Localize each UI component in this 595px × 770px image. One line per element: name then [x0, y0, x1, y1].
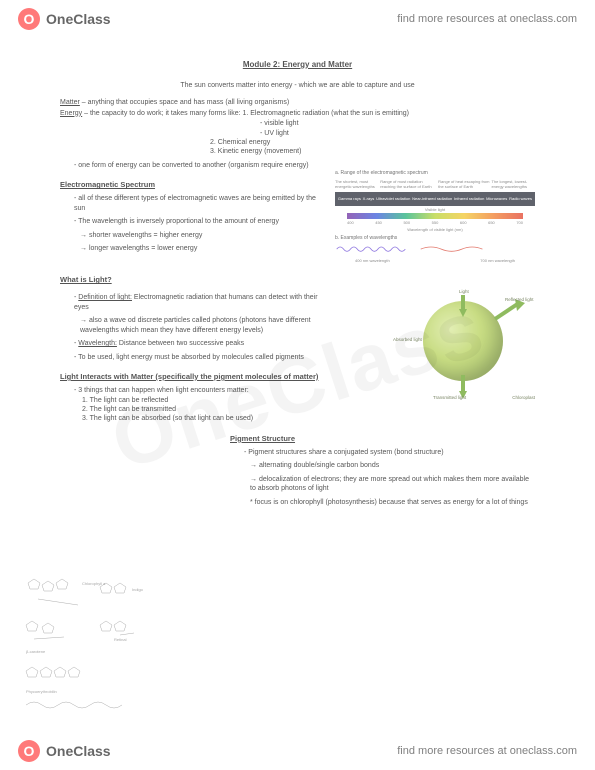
band-gamma: Gamma rays	[338, 196, 361, 201]
pigment-bullet-1b: delocalization of electrons; they are mo…	[250, 475, 535, 494]
light-interacts-heading: Light Interacts with Matter (specificall…	[60, 372, 327, 382]
light-def-label: Definition of light:	[78, 294, 132, 301]
chloro-absorbed-label: Absorbed light	[393, 337, 423, 343]
conversion-bullet: one form of energy can be converted to a…	[74, 161, 535, 170]
energy-item-kinetic: 3. Kinetic energy (movement)	[210, 147, 535, 156]
energy-item-chemical: 2. Chemical energy	[210, 138, 535, 147]
module-title: Module 2: Energy and Matter	[60, 60, 535, 71]
brand-logo[interactable]: O OneClass	[18, 8, 111, 30]
em-spectrum-figure: a. Range of the electromagnetic spectrum…	[335, 170, 535, 263]
interact-item-3: 3. The light can be absorbed (so that li…	[82, 414, 327, 423]
pigment-heading: Pigment Structure	[230, 434, 535, 444]
tick-650: 650	[488, 220, 495, 225]
spectrum-caption-b: b. Examples of wavelengths	[335, 235, 535, 242]
svg-text:Phycoerythrobilin: Phycoerythrobilin	[26, 689, 57, 694]
band-ir: Infrared radiation	[454, 196, 484, 201]
spectrum-band-bar: Gamma rays X-rays Ultraviolet radiation …	[335, 192, 535, 206]
em-bullet-2: The wavelength is inversely proportional…	[74, 217, 327, 226]
spec-note-left: The shortest, most energetic wavelengths	[335, 179, 380, 190]
visible-ticks: 400 450 500 550 600 650 700	[347, 220, 523, 225]
tick-700: 700	[516, 220, 523, 225]
matter-label: Matter	[60, 99, 80, 106]
wave-short-label: 400 nm wavelength	[355, 258, 390, 263]
logo-icon: O	[18, 8, 40, 30]
footer-logo-text: OneClass	[46, 743, 111, 759]
pigment-focus-note: * focus is on chlorophyll (photosynthesi…	[250, 498, 535, 507]
em-bullet-1: all of these different types of electrom…	[74, 194, 327, 213]
tick-550: 550	[432, 220, 439, 225]
wavelength-examples-icon	[335, 244, 506, 256]
logo-text: OneClass	[46, 11, 111, 27]
wavelength-text: Distance between two successive peaks	[117, 340, 244, 347]
visible-axis-label: Wavelength of visible light (nm)	[335, 227, 535, 232]
visible-light-label: Visible light	[335, 207, 535, 212]
what-is-light-heading: What is Light?	[60, 275, 535, 285]
footer-cta-link[interactable]: find more resources at oneclass.com	[397, 745, 577, 757]
molecule-diagrams: Chlorophyll a Indigo β-carotene Phycoery…	[20, 575, 180, 725]
wave-long-label: 700 nm wavelength	[480, 258, 515, 263]
matter-text: – anything that occupies space and has m…	[80, 99, 289, 106]
matter-definition: Matter – anything that occupies space an…	[60, 98, 535, 107]
spectrum-caption-a: a. Range of the electromagnetic spectrum	[335, 170, 535, 177]
band-micro: Microwaves	[486, 196, 507, 201]
energy-sub-uv: - UV light	[260, 129, 535, 138]
em-bullet-2b: longer wavelengths = lower energy	[80, 244, 327, 253]
wavelength-definition-line: - Wavelength: Distance between two succe…	[74, 339, 327, 348]
svg-text:β-carotene: β-carotene	[26, 649, 46, 654]
tick-400: 400	[347, 220, 354, 225]
light-definition-line: - Definition of light: Electromagnetic r…	[74, 293, 327, 312]
svg-text:Retinal: Retinal	[114, 637, 127, 642]
tick-600: 600	[460, 220, 467, 225]
energy-sub-visible: - visible light	[260, 119, 535, 128]
page-footer: O OneClass find more resources at onecla…	[0, 732, 595, 770]
spec-note-right: The longest, lowest-energy wavelengths	[491, 179, 535, 190]
pigment-structure-section: Pigment Structure Pigment structures sha…	[230, 434, 535, 507]
chloroplast-figure: Light Reflected light Absorbed light Tra…	[415, 289, 535, 399]
light-photons-note: also a wave od discrete particles called…	[80, 316, 327, 335]
em-spectrum-heading: Electromagnetic Spectrum	[60, 180, 327, 190]
wave-example-labels: 400 nm wavelength 700 nm wavelength	[335, 258, 535, 263]
band-xray: X-rays	[363, 196, 375, 201]
intro-line: The sun converts matter into energy - wh…	[60, 81, 535, 90]
energy-text: – the capacity to do work; it takes many…	[82, 110, 409, 117]
energy-definition: Energy – the capacity to do work; it tak…	[60, 109, 535, 118]
spec-note-mid2: Range of heat escaping from the surface …	[438, 179, 491, 190]
interact-lead: 3 things that can happen when light enco…	[74, 386, 327, 395]
visible-gradient-bar	[347, 213, 523, 219]
pigment-bullet-1: Pigment structures share a conjugated sy…	[244, 448, 535, 457]
svg-text:Indigo: Indigo	[132, 587, 144, 592]
energy-label: Energy	[60, 110, 82, 117]
wavelength-label: Wavelength:	[78, 340, 117, 347]
chloroplast-arrows-icon	[415, 289, 535, 399]
chloro-reflected-label: Reflected light	[505, 297, 539, 303]
interact-item-2: 2. The light can be transmitted	[82, 405, 327, 414]
tick-500: 500	[403, 220, 410, 225]
light-use-bullet: To be used, light energy must be absorbe…	[74, 353, 327, 362]
em-bullet-2a: shorter wavelengths = higher energy	[80, 231, 327, 240]
chloro-organelle-label: Chloroplast	[512, 395, 535, 401]
page-header: O OneClass find more resources at onecla…	[0, 0, 595, 38]
svg-text:Chlorophyll a: Chlorophyll a	[82, 581, 106, 586]
footer-brand-logo[interactable]: O OneClass	[18, 740, 111, 762]
band-nir: Near-infrared radiation	[412, 196, 452, 201]
band-radio: Radio waves	[509, 196, 532, 201]
chloro-transmitted-label: Transmitted light	[433, 395, 473, 401]
spec-note-mid1: Range of most radiation reaching the sur…	[380, 179, 438, 190]
header-cta-link[interactable]: find more resources at oneclass.com	[397, 13, 577, 25]
molecule-structures-icon: Chlorophyll a Indigo β-carotene Phycoery…	[20, 575, 180, 725]
footer-logo-icon: O	[18, 740, 40, 762]
spectrum-top-labels: The shortest, most energetic wavelengths…	[335, 179, 535, 190]
band-uv: Ultraviolet radiation	[376, 196, 410, 201]
tick-450: 450	[375, 220, 382, 225]
interact-item-1: 1. The light can be reflected	[82, 396, 327, 405]
pigment-bullet-1a: alternating double/single carbon bonds	[250, 461, 535, 470]
